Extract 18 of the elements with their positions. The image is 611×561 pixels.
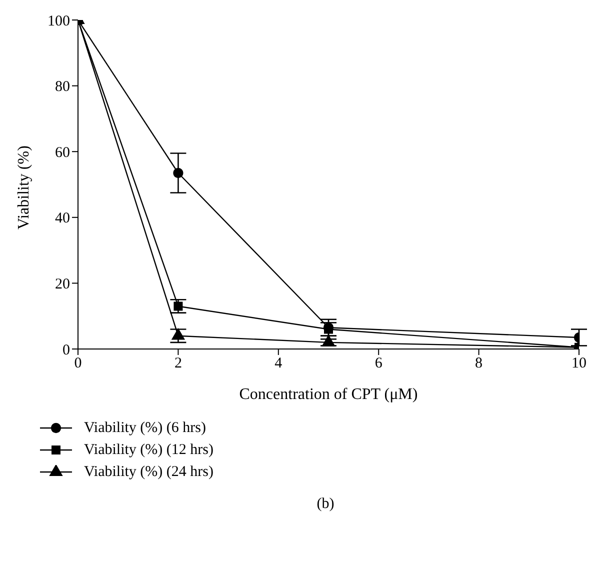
y-tick-label: 0 [62, 342, 70, 358]
y-tick-label: 100 [48, 13, 70, 30]
x-tick-label: 2 [174, 356, 182, 372]
legend-label: Viability (%) (12 hrs) [84, 442, 214, 458]
text: (b) [316, 496, 336, 513]
legend-label: Viability (%) (24 hrs) [84, 464, 214, 480]
x-axis-title: Concentration of CPT (μM) [239, 386, 418, 403]
x-tick-label: 0 [74, 356, 82, 372]
y-tick-label: 20 [55, 276, 70, 293]
legend-label: Viability (%) (6 hrs) [84, 420, 206, 436]
y-tick-label: 60 [55, 144, 70, 161]
x-tick-label: 8 [475, 356, 483, 372]
y-tick-label: 80 [55, 79, 70, 96]
x-tick-label: 4 [274, 356, 283, 372]
x-tick-label: 10 [572, 356, 586, 372]
x-tick-label: 6 [374, 356, 383, 372]
y-tick-label: 40 [55, 210, 70, 227]
y-axis-title: Viability (%) [16, 146, 33, 230]
